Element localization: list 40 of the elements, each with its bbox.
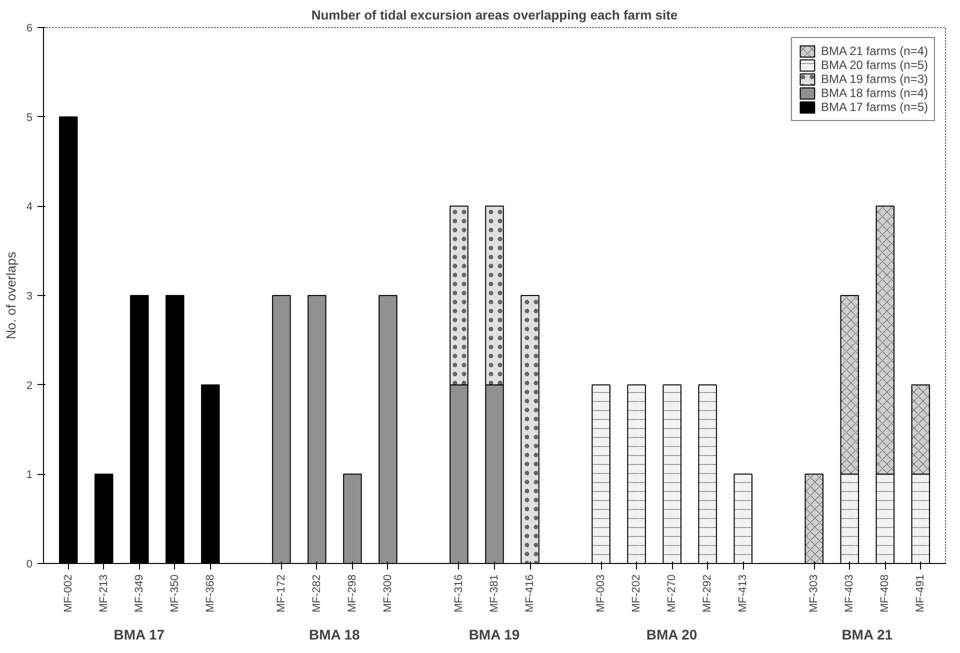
x-tick-label: MF-403 xyxy=(844,574,856,612)
x-tick-label: MF-408 xyxy=(879,574,892,612)
x-tick-label: MF-316 xyxy=(452,574,465,612)
chart-title: Number of tidal excursion areas overlapping each farm site xyxy=(311,8,678,22)
text: BMA 21 xyxy=(842,626,893,642)
text: BMA 19 xyxy=(468,626,520,642)
y-axis-title: No. of overlaps xyxy=(3,251,18,340)
x-tick-label: MF-282 xyxy=(310,574,323,612)
y-tick-label: 2 xyxy=(26,380,33,392)
x-tick-label: MF-270 xyxy=(666,574,678,612)
legend-label: BMA 19 farms (n=3) xyxy=(820,72,928,86)
legend-label: BMA 20 farms (n=5) xyxy=(820,58,928,72)
legend-label: BMA 21 farms (n=4) xyxy=(820,44,928,58)
x-tick-label: MF-292 xyxy=(702,574,714,612)
legend-label: BMA 17 farms (n=5) xyxy=(820,100,928,114)
legend-label: BMA 18 farms (n=4) xyxy=(820,86,928,100)
y-tick-label: 1 xyxy=(26,469,33,482)
x-tick-label: MF-003 xyxy=(595,574,608,612)
text: BMA 17 xyxy=(114,626,165,642)
y-tick-label: 5 xyxy=(26,112,33,124)
x-tick-label: MF-416 xyxy=(524,574,536,612)
x-tick-label: MF-172 xyxy=(275,574,288,612)
x-tick-label: MF-002 xyxy=(62,574,74,612)
x-tick-label: MF-413 xyxy=(737,574,750,612)
x-tick-label: MF-368 xyxy=(204,574,216,612)
x-tick-label: MF-303 xyxy=(808,574,820,612)
x-tick-label: MF-349 xyxy=(133,574,146,612)
y-tick-label: 4 xyxy=(26,201,33,214)
y-tick-label: 6 xyxy=(26,22,33,34)
x-tick-label: MF-300 xyxy=(382,574,394,612)
text: BMA 18 xyxy=(309,626,360,642)
x-tick-label: MF-381 xyxy=(488,574,500,612)
x-tick-label: MF-202 xyxy=(630,574,643,612)
x-tick-label: MF-213 xyxy=(98,574,110,612)
x-tick-label: MF-298 xyxy=(346,574,358,612)
y-tick-label: 0 xyxy=(26,558,33,570)
x-tick-label: MF-350 xyxy=(168,574,181,612)
x-tick-label: MF-491 xyxy=(914,574,927,612)
y-tick-label: 3 xyxy=(26,290,33,302)
text: BMA 20 xyxy=(646,626,698,642)
